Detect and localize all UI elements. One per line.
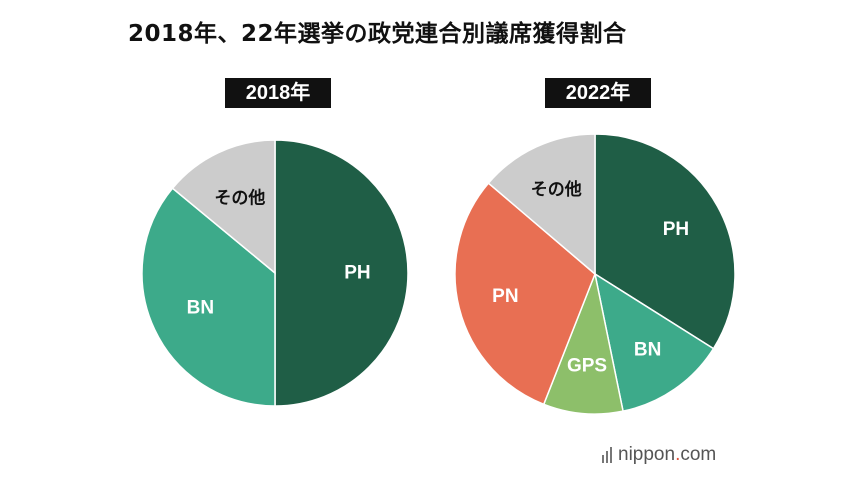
pie-slice-other (487, 133, 596, 276)
pie-chart-2022: PH BN GPS PN その他 (454, 133, 736, 415)
slice-label-ph: PH (663, 219, 689, 240)
slice-label-gps: GPS (567, 356, 607, 377)
nippon-logo: nippon.com (602, 444, 716, 466)
pie-slice-bn (593, 272, 715, 413)
pie-slice-other (171, 139, 276, 275)
chart-title: 2018年、22年選挙の政党連合別議席獲得割合 (128, 21, 627, 47)
pie-2018-title: 2018年 (225, 78, 331, 108)
logo-bars-icon (602, 447, 612, 463)
slice-label-bn: BN (634, 339, 661, 360)
pie-slice-bn (141, 187, 276, 407)
slice-label-other: その他 (531, 179, 582, 200)
logo-text: nippon.com (618, 444, 717, 465)
slice-label-ph: PH (344, 263, 370, 284)
slice-label-bn: BN (187, 298, 214, 319)
pie-2022-title: 2022年 (545, 78, 651, 108)
pie-slice-gps (542, 271, 624, 415)
pie-slice-ph (274, 139, 409, 407)
slice-label-other: その他 (214, 187, 265, 208)
pie-slice-ph (594, 133, 736, 350)
slice-label-pn: PN (492, 286, 518, 307)
pie-slice-pn (454, 182, 596, 406)
pie-chart-2018: PH BN その他 (141, 139, 409, 407)
